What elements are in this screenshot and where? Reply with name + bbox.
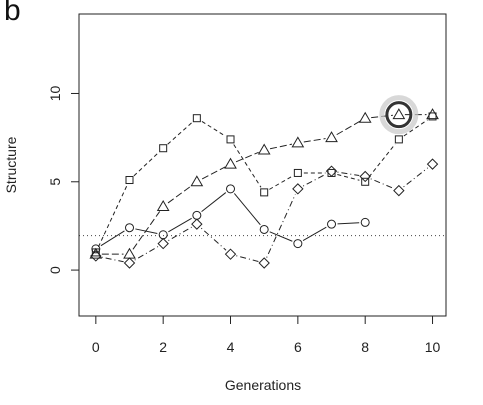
series-segment xyxy=(370,178,394,189)
series-circle xyxy=(91,184,370,254)
data-point-diamond xyxy=(426,158,439,170)
data-point-triangle xyxy=(325,131,338,143)
data-point-circle xyxy=(293,239,303,249)
y-axis-label: Structure xyxy=(3,136,19,193)
series-segment xyxy=(368,143,396,178)
series-segment xyxy=(201,192,227,213)
data-point-diamond xyxy=(325,165,338,177)
data-point-triangle xyxy=(426,108,439,120)
data-point-triangle xyxy=(123,247,136,259)
data-point-triangle xyxy=(392,108,406,120)
series-segment xyxy=(201,120,226,137)
data-point-square xyxy=(361,177,370,186)
series-segment xyxy=(269,231,293,242)
plot-frame xyxy=(78,13,447,317)
y-tick-label: 10 xyxy=(47,85,63,101)
highlight-layer xyxy=(379,95,419,135)
axis-layer: 0 2 4 6 8 10 0 5 10 xyxy=(47,85,441,355)
series-segment xyxy=(100,230,125,247)
data-point-diamond xyxy=(292,183,304,195)
x-tick-label: 10 xyxy=(425,339,441,355)
data-point-square xyxy=(192,114,201,123)
data-point-circle xyxy=(327,219,337,229)
data-point-circle xyxy=(158,230,168,240)
data-point-circle xyxy=(259,224,269,234)
x-tick-label: 0 xyxy=(92,339,100,355)
x-tick-label: 4 xyxy=(227,339,235,355)
data-point-triangle xyxy=(291,136,305,148)
y-tick-label: 5 xyxy=(47,178,63,186)
panel-label: b xyxy=(4,0,21,27)
series-segment xyxy=(233,193,261,226)
series-segment xyxy=(132,211,161,250)
y-tick-label: 0 xyxy=(47,266,63,274)
data-point-diamond xyxy=(157,237,169,250)
series-segment xyxy=(269,143,293,150)
series-square xyxy=(91,112,437,257)
series-triangle xyxy=(89,108,439,259)
series-segment xyxy=(97,185,128,248)
x-axis-label: Generations xyxy=(225,377,301,393)
series-segment xyxy=(201,166,226,180)
data-point-circle xyxy=(125,223,135,233)
data-point-square xyxy=(125,176,134,185)
x-tick-label: 6 xyxy=(294,339,302,355)
series-segment xyxy=(134,246,159,261)
data-point-diamond xyxy=(224,248,237,260)
series-segment xyxy=(168,217,192,233)
data-point-square xyxy=(394,135,403,144)
data-point-diamond xyxy=(90,250,102,262)
series-segment xyxy=(302,173,327,187)
data-point-circle xyxy=(360,217,370,227)
data-point-triangle xyxy=(190,175,204,187)
series-segment xyxy=(133,151,160,177)
series-layer xyxy=(89,108,439,269)
series-segment xyxy=(266,194,296,258)
data-point-circle xyxy=(226,184,236,194)
series-segment xyxy=(233,144,262,188)
data-point-circle xyxy=(192,210,202,220)
data-point-diamond xyxy=(359,170,371,183)
series-segment xyxy=(135,228,158,235)
series-diamond xyxy=(90,158,439,269)
data-point-triangle xyxy=(257,143,271,155)
series-segment xyxy=(200,227,227,251)
data-point-diamond xyxy=(393,184,405,197)
highlight-ring xyxy=(385,101,413,129)
data-point-square xyxy=(428,112,437,121)
series-segment xyxy=(167,184,193,204)
data-point-square xyxy=(226,135,235,144)
series-segment xyxy=(403,167,429,188)
series-segment xyxy=(235,151,259,163)
data-point-square xyxy=(293,168,302,177)
x-tick-label: 8 xyxy=(361,339,369,355)
data-point-diamond xyxy=(258,257,270,269)
data-point-square xyxy=(260,188,269,197)
series-segment xyxy=(302,226,327,242)
data-point-square xyxy=(327,168,336,177)
x-tick-label: 2 xyxy=(159,339,167,355)
series-segment xyxy=(167,121,193,145)
series-segment xyxy=(101,256,124,263)
highlight-halo xyxy=(379,95,419,135)
data-point-triangle xyxy=(156,200,170,212)
series-segment xyxy=(337,173,360,181)
series-segment xyxy=(303,138,326,143)
series-segment xyxy=(236,255,259,262)
data-point-diamond xyxy=(123,257,136,269)
series-segment xyxy=(337,171,360,177)
data-point-triangle xyxy=(224,157,237,169)
series-segment xyxy=(168,226,192,242)
series-segment xyxy=(269,175,293,190)
data-point-triangle xyxy=(358,111,372,123)
series-segment xyxy=(336,120,361,136)
series-segment xyxy=(403,119,428,137)
data-point-square xyxy=(159,144,168,153)
series-segment xyxy=(337,222,360,225)
data-point-diamond xyxy=(191,218,203,230)
